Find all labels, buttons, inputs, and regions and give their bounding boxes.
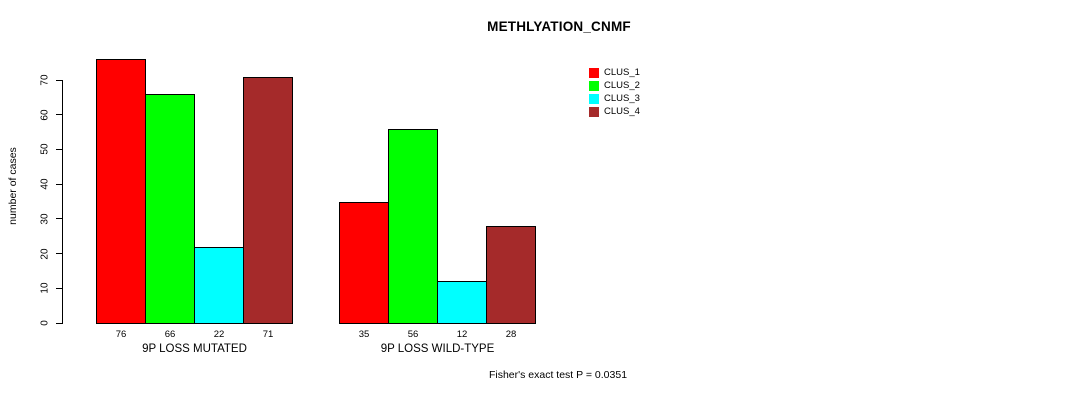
y-tick-label: 40 bbox=[39, 178, 51, 190]
y-tick-mark bbox=[56, 253, 62, 255]
bar-value-label: 28 bbox=[505, 329, 517, 340]
legend-label: CLUS_2 bbox=[604, 80, 640, 91]
y-tick-label: 10 bbox=[39, 282, 51, 294]
legend-item: CLUS_2 bbox=[589, 79, 640, 92]
y-tick-mark bbox=[56, 287, 62, 289]
y-tick-mark bbox=[56, 79, 62, 81]
y-tick-mark bbox=[56, 322, 62, 324]
y-tick-mark bbox=[56, 114, 62, 116]
legend-swatch-icon bbox=[589, 80, 599, 91]
legend-item: CLUS_4 bbox=[589, 105, 640, 118]
y-tick-label: 20 bbox=[39, 248, 51, 260]
bar-value-label: 71 bbox=[262, 329, 274, 340]
legend-label: CLUS_4 bbox=[604, 106, 640, 117]
bar-clus_2-group2 bbox=[388, 128, 438, 324]
bar-value-label: 12 bbox=[456, 329, 468, 340]
y-tick-label: 30 bbox=[39, 213, 51, 225]
y-tick-mark bbox=[56, 218, 62, 220]
legend-label: CLUS_3 bbox=[604, 93, 640, 104]
y-tick-label: 70 bbox=[39, 74, 51, 86]
bar-clus_1-group2 bbox=[339, 201, 389, 324]
bar-clus_4-group1 bbox=[243, 76, 293, 324]
legend-swatch-icon bbox=[589, 93, 599, 104]
bar-value-label: 66 bbox=[164, 329, 176, 340]
y-axis-line bbox=[62, 80, 63, 324]
caption-fisher-test: Fisher's exact test P = 0.0351 bbox=[488, 369, 628, 381]
legend-label: CLUS_1 bbox=[604, 67, 640, 78]
y-tick-label: 50 bbox=[39, 143, 51, 155]
legend-swatch-icon bbox=[589, 106, 599, 117]
bar-clus_3-group2 bbox=[437, 281, 487, 324]
y-tick-mark bbox=[56, 148, 62, 150]
legend-item: CLUS_3 bbox=[589, 92, 640, 105]
y-tick-label: 0 bbox=[39, 320, 51, 326]
bar-value-label: 56 bbox=[407, 329, 419, 340]
y-axis-label: number of cases bbox=[7, 147, 19, 225]
bar-clus_1-group1 bbox=[96, 59, 146, 324]
bar-clus_4-group2 bbox=[486, 225, 536, 324]
bar-value-label: 35 bbox=[358, 329, 370, 340]
y-tick-label: 60 bbox=[39, 109, 51, 121]
group-label-1: 9P LOSS MUTATED bbox=[142, 343, 247, 355]
bar-clus_2-group1 bbox=[145, 93, 195, 324]
bar-value-label: 76 bbox=[115, 329, 127, 340]
chart-title: METHLYATION_CNMF bbox=[487, 19, 631, 34]
legend-item: CLUS_1 bbox=[589, 66, 640, 79]
bar-clus_3-group1 bbox=[194, 246, 244, 324]
bar-value-label: 22 bbox=[213, 329, 225, 340]
group-label-2: 9P LOSS WILD-TYPE bbox=[380, 343, 495, 355]
legend: CLUS_1 CLUS_2 CLUS_3 CLUS_4 bbox=[589, 66, 640, 118]
y-tick-mark bbox=[56, 183, 62, 185]
legend-swatch-icon bbox=[589, 67, 599, 78]
